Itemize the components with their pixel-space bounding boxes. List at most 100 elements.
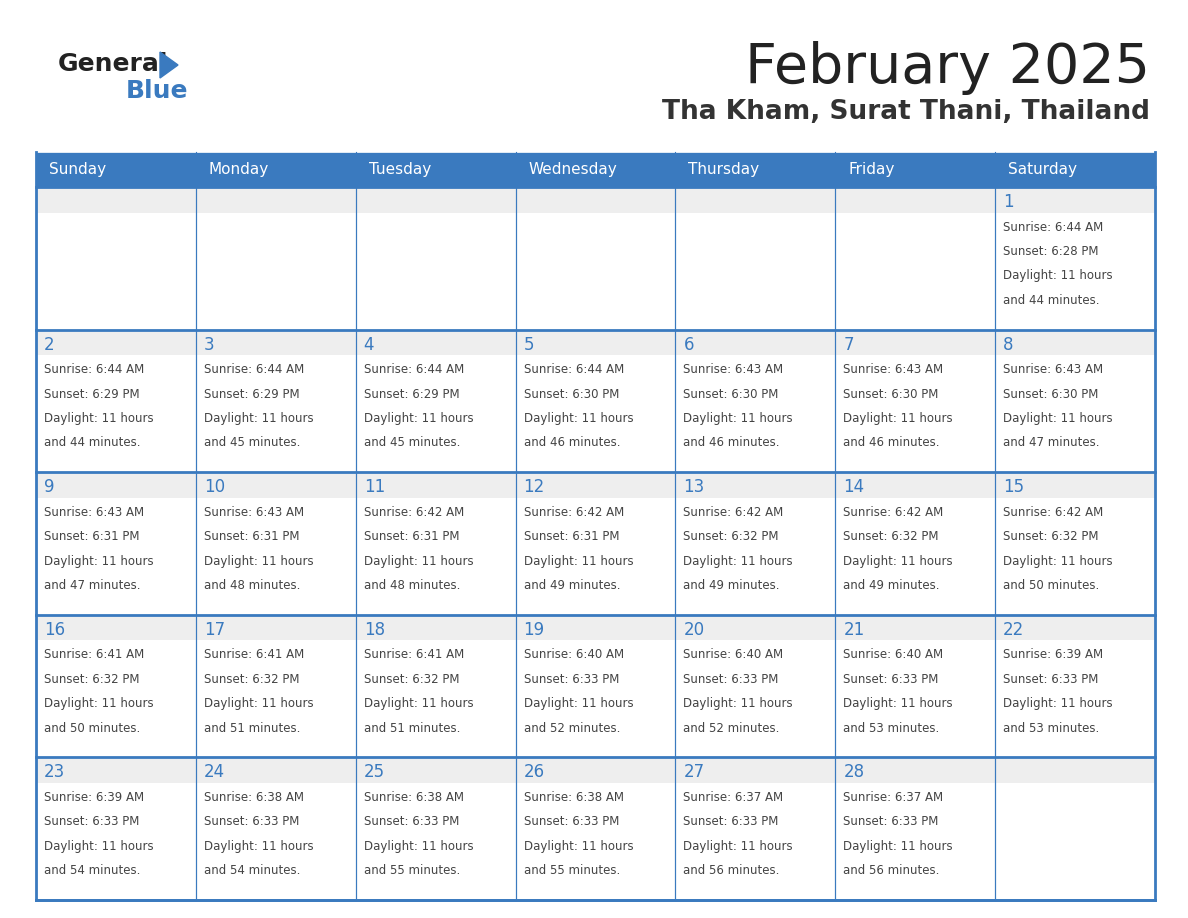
Bar (196, 757, 355, 783)
Text: Sunset: 6:30 PM: Sunset: 6:30 PM (1003, 387, 1099, 400)
Bar (355, 355, 516, 472)
Text: Sunset: 6:32 PM: Sunset: 6:32 PM (364, 673, 460, 686)
Text: Sunset: 6:29 PM: Sunset: 6:29 PM (204, 387, 299, 400)
Bar (676, 213, 835, 330)
Text: 3: 3 (204, 336, 215, 353)
Text: Sunset: 6:33 PM: Sunset: 6:33 PM (843, 815, 939, 828)
Bar (36, 152, 196, 187)
Text: and 45 minutes.: and 45 minutes. (364, 436, 460, 450)
Text: Sunset: 6:31 PM: Sunset: 6:31 PM (364, 531, 460, 543)
Bar (835, 152, 996, 187)
Bar (996, 641, 1155, 757)
Text: Tha Kham, Surat Thani, Thailand: Tha Kham, Surat Thani, Thailand (662, 99, 1150, 125)
Text: and 51 minutes.: and 51 minutes. (204, 722, 301, 734)
Bar (196, 498, 355, 615)
Bar (196, 641, 355, 757)
Text: Daylight: 11 hours: Daylight: 11 hours (1003, 698, 1113, 711)
Text: Daylight: 11 hours: Daylight: 11 hours (1003, 270, 1113, 283)
Bar (516, 355, 676, 472)
Bar (355, 641, 516, 757)
Text: 11: 11 (364, 478, 385, 497)
Bar (996, 498, 1155, 615)
Text: Sunrise: 6:41 AM: Sunrise: 6:41 AM (204, 648, 304, 662)
Text: Sunset: 6:33 PM: Sunset: 6:33 PM (44, 815, 139, 828)
Text: Sunset: 6:31 PM: Sunset: 6:31 PM (44, 531, 139, 543)
Text: Daylight: 11 hours: Daylight: 11 hours (44, 554, 153, 567)
Bar (36, 641, 196, 757)
Bar (36, 355, 196, 472)
Text: Daylight: 11 hours: Daylight: 11 hours (683, 554, 794, 567)
Bar (196, 187, 355, 213)
Bar (996, 213, 1155, 330)
Text: Sunset: 6:33 PM: Sunset: 6:33 PM (843, 673, 939, 686)
Text: Daylight: 11 hours: Daylight: 11 hours (44, 840, 153, 853)
Text: Sunset: 6:32 PM: Sunset: 6:32 PM (683, 531, 779, 543)
Bar (36, 615, 196, 641)
Text: 24: 24 (204, 764, 225, 781)
Text: 12: 12 (524, 478, 545, 497)
Bar (676, 783, 835, 900)
Bar (36, 757, 196, 783)
Text: Daylight: 11 hours: Daylight: 11 hours (524, 412, 633, 425)
Bar (355, 757, 516, 783)
Text: Sunrise: 6:38 AM: Sunrise: 6:38 AM (364, 791, 463, 804)
Bar (355, 498, 516, 615)
Text: Sunrise: 6:42 AM: Sunrise: 6:42 AM (364, 506, 465, 519)
Bar (676, 472, 835, 498)
Bar (516, 757, 676, 783)
Text: Sunset: 6:31 PM: Sunset: 6:31 PM (524, 531, 619, 543)
Text: Sunset: 6:33 PM: Sunset: 6:33 PM (1003, 673, 1099, 686)
Text: and 55 minutes.: and 55 minutes. (364, 864, 460, 878)
Text: and 53 minutes.: and 53 minutes. (1003, 722, 1099, 734)
Bar (676, 757, 835, 783)
Bar (676, 187, 835, 213)
Text: 9: 9 (44, 478, 55, 497)
Text: 4: 4 (364, 336, 374, 353)
Bar (36, 187, 196, 213)
Text: Sunrise: 6:40 AM: Sunrise: 6:40 AM (843, 648, 943, 662)
Text: 19: 19 (524, 621, 544, 639)
Text: Daylight: 11 hours: Daylight: 11 hours (524, 554, 633, 567)
Bar (676, 615, 835, 641)
Text: Daylight: 11 hours: Daylight: 11 hours (44, 698, 153, 711)
Bar (676, 330, 835, 355)
Text: and 47 minutes.: and 47 minutes. (44, 579, 140, 592)
Bar (196, 213, 355, 330)
Text: Tuesday: Tuesday (368, 162, 431, 177)
Text: Daylight: 11 hours: Daylight: 11 hours (364, 554, 473, 567)
Text: 20: 20 (683, 621, 704, 639)
Text: 28: 28 (843, 764, 865, 781)
Bar (996, 187, 1155, 213)
Bar (516, 615, 676, 641)
Text: Sunrise: 6:38 AM: Sunrise: 6:38 AM (204, 791, 304, 804)
Text: Thursday: Thursday (688, 162, 759, 177)
Text: Daylight: 11 hours: Daylight: 11 hours (843, 840, 953, 853)
Bar (36, 472, 196, 498)
Text: Sunday: Sunday (49, 162, 106, 177)
Text: and 50 minutes.: and 50 minutes. (44, 722, 140, 734)
Bar (516, 187, 676, 213)
Text: and 49 minutes.: and 49 minutes. (524, 579, 620, 592)
Text: Sunrise: 6:37 AM: Sunrise: 6:37 AM (683, 791, 784, 804)
Text: Sunrise: 6:43 AM: Sunrise: 6:43 AM (204, 506, 304, 519)
Text: Sunset: 6:33 PM: Sunset: 6:33 PM (683, 815, 779, 828)
Text: Wednesday: Wednesday (529, 162, 617, 177)
Bar (676, 152, 835, 187)
Text: Sunrise: 6:44 AM: Sunrise: 6:44 AM (44, 364, 144, 376)
Text: Sunset: 6:28 PM: Sunset: 6:28 PM (1003, 245, 1099, 258)
Text: 15: 15 (1003, 478, 1024, 497)
Text: Sunrise: 6:44 AM: Sunrise: 6:44 AM (524, 364, 624, 376)
Bar (516, 213, 676, 330)
Text: Daylight: 11 hours: Daylight: 11 hours (364, 698, 473, 711)
Bar (355, 187, 516, 213)
Text: Sunrise: 6:42 AM: Sunrise: 6:42 AM (524, 506, 624, 519)
Text: and 44 minutes.: and 44 minutes. (1003, 294, 1100, 307)
Bar (996, 472, 1155, 498)
Text: 17: 17 (204, 621, 225, 639)
Text: 26: 26 (524, 764, 544, 781)
Text: General: General (58, 52, 169, 76)
Bar (676, 641, 835, 757)
Text: and 53 minutes.: and 53 minutes. (843, 722, 940, 734)
Text: Sunrise: 6:38 AM: Sunrise: 6:38 AM (524, 791, 624, 804)
Bar (355, 213, 516, 330)
